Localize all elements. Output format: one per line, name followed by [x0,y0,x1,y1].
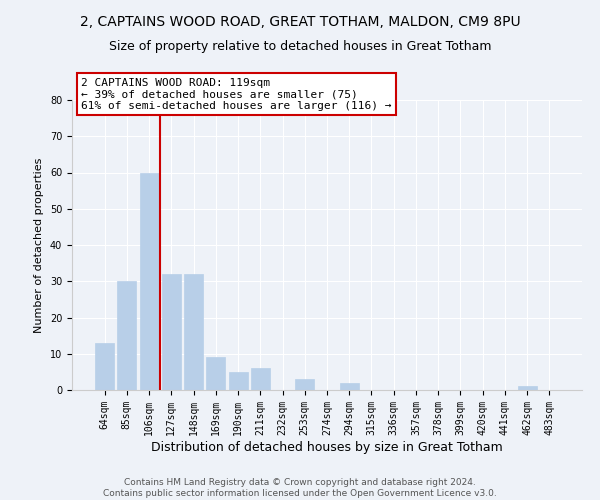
Text: 2, CAPTAINS WOOD ROAD, GREAT TOTHAM, MALDON, CM9 8PU: 2, CAPTAINS WOOD ROAD, GREAT TOTHAM, MAL… [80,15,520,29]
Text: 2 CAPTAINS WOOD ROAD: 119sqm
← 39% of detached houses are smaller (75)
61% of se: 2 CAPTAINS WOOD ROAD: 119sqm ← 39% of de… [81,78,392,110]
Bar [95,343,114,390]
Bar [140,172,158,390]
Bar [184,274,203,390]
Bar [118,281,136,390]
Text: Size of property relative to detached houses in Great Totham: Size of property relative to detached ho… [109,40,491,53]
Bar [229,372,248,390]
Bar [340,383,359,390]
Bar [251,368,270,390]
X-axis label: Distribution of detached houses by size in Great Totham: Distribution of detached houses by size … [151,440,503,454]
Bar [518,386,536,390]
Y-axis label: Number of detached properties: Number of detached properties [34,158,44,332]
Bar [162,274,181,390]
Bar [206,358,225,390]
Text: Contains HM Land Registry data © Crown copyright and database right 2024.
Contai: Contains HM Land Registry data © Crown c… [103,478,497,498]
Bar [295,379,314,390]
